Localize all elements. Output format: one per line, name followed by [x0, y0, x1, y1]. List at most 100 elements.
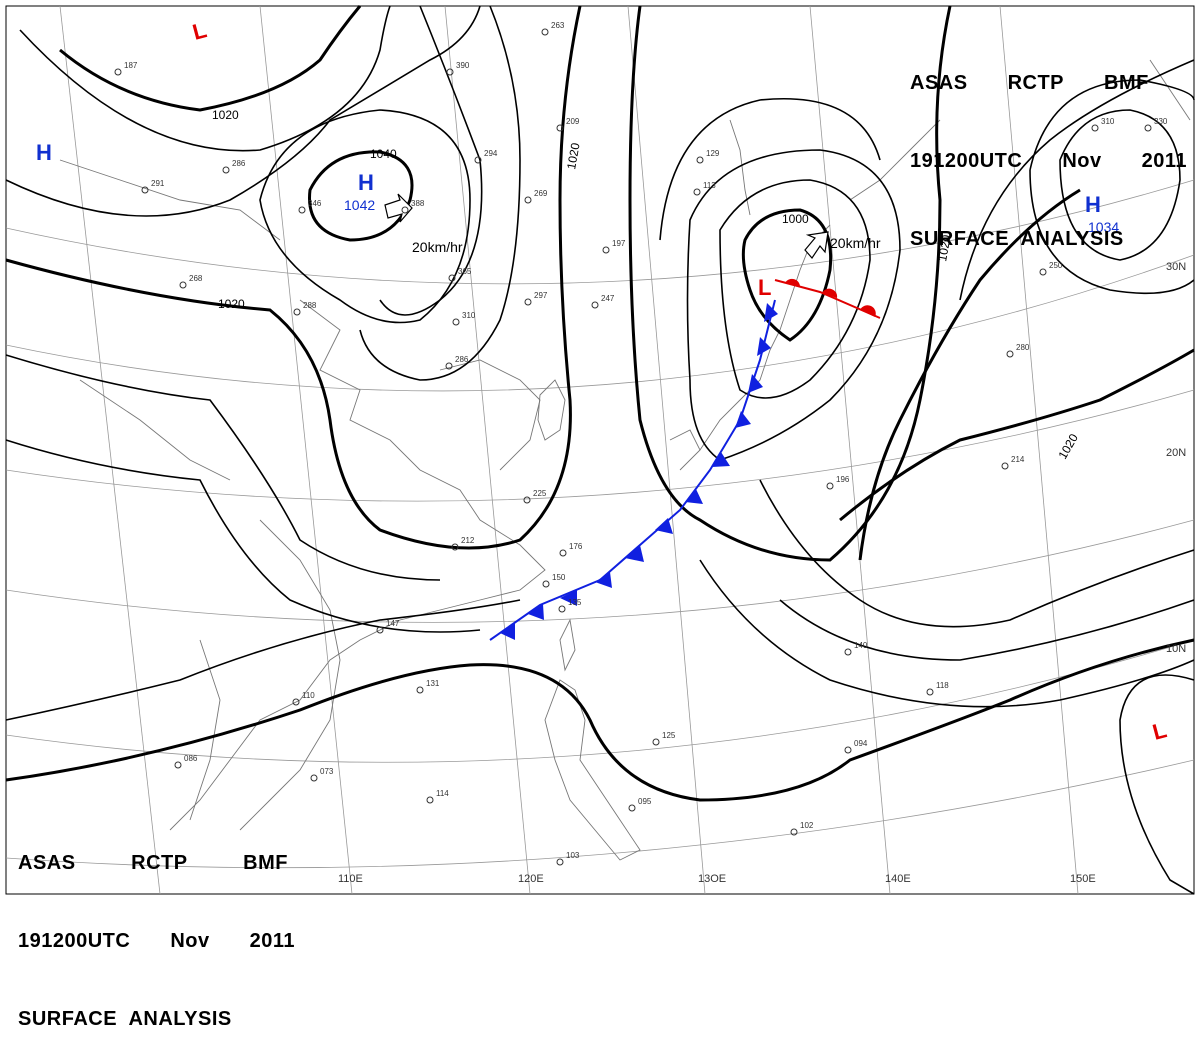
lon-label-110: 110E: [338, 873, 363, 885]
station-pressure: 197: [612, 239, 626, 248]
isobar-label-nw: 1020: [212, 108, 239, 122]
station-marker: [1001, 462, 1009, 470]
station-marker: [693, 188, 701, 196]
motion-arrow-low: [804, 231, 829, 259]
station-pressure: 094: [854, 739, 868, 748]
station-marker: [298, 206, 306, 214]
station-pressure: 291: [151, 179, 165, 188]
station-marker: [293, 308, 301, 316]
title-code: BMF: [243, 852, 288, 874]
station-marker: [292, 698, 300, 706]
station-marker: [542, 580, 550, 588]
station-marker: [790, 828, 798, 836]
high-value-1042: 1042: [344, 197, 375, 213]
station-pressure: 114: [436, 789, 449, 798]
station-marker: [451, 543, 459, 551]
station-pressure: 250: [1049, 261, 1063, 270]
title-month: Nov: [1062, 150, 1102, 172]
station-marker: [1039, 268, 1047, 276]
station-pressure: 388: [411, 199, 425, 208]
low-center-southeast: L: [1150, 717, 1169, 745]
station-pressure: 176: [569, 542, 583, 551]
station-pressure: 073: [320, 767, 334, 776]
station-pressure: 103: [566, 851, 580, 860]
high-center-1042: H: [358, 170, 374, 195]
lat-label-20: 20N: [1166, 447, 1186, 459]
station-marker: [556, 124, 564, 132]
lat-label-10: 10N: [1166, 643, 1186, 655]
isobar-label-low: 1000: [782, 212, 809, 226]
station-pressure: 113: [703, 181, 716, 190]
lat-label-30: 30N: [1166, 261, 1186, 273]
station-pressure: 346: [308, 199, 322, 208]
title-year: 2011: [249, 930, 296, 952]
lon-label-130: 13OE: [698, 873, 726, 885]
station-pressure: 187: [124, 61, 138, 70]
station-pressure: 286: [455, 355, 469, 364]
station-marker: [1091, 124, 1099, 132]
station-marker: [310, 774, 318, 782]
station-pressure: 330: [1154, 117, 1168, 126]
station-marker: [844, 746, 852, 754]
station-pressure: 269: [534, 189, 548, 198]
lon-label-140: 140E: [885, 873, 911, 885]
station-marker: [926, 688, 934, 696]
station-marker: [445, 362, 453, 370]
station-plots: 187 263 390 294 286 346 388 365 310 209 269 197 297 2…: [114, 21, 1168, 866]
station-marker: [141, 186, 149, 194]
high-value-1034: 1034: [1088, 219, 1119, 235]
station-pressure: 110: [302, 691, 315, 700]
station-pressure: 288: [303, 301, 317, 310]
pressure-systems: L H H 1042 L H 1034 L: [36, 17, 1169, 745]
station-pressure: 131: [426, 679, 440, 688]
station-pressure: 196: [836, 475, 850, 484]
station-pressure: 225: [533, 489, 547, 498]
title-year: 2011: [1141, 150, 1188, 172]
station-marker: [844, 648, 852, 656]
station-marker: [448, 274, 456, 282]
station-pressure: 310: [1101, 117, 1115, 126]
station-pressure: 297: [534, 291, 548, 300]
station-pressure: 118: [936, 681, 949, 690]
station-marker: [446, 68, 454, 76]
station-marker: [696, 156, 704, 164]
isobar-label-high: 1040: [370, 147, 397, 161]
station-pressure: 135: [568, 598, 582, 607]
station-marker: [558, 605, 566, 613]
coordinate-labels: 110E 120E 13OE 140E 150E 10N 20N 30N: [338, 261, 1186, 885]
station-pressure: 247: [601, 294, 615, 303]
title-time: 191200UTC: [910, 150, 1023, 172]
motion-arrow-high: [384, 193, 413, 223]
low-center-north: L: [190, 17, 209, 45]
title-month: Nov: [170, 930, 210, 952]
station-marker: [452, 318, 460, 326]
title-line-2: 191200UTC Nov 2011: [18, 928, 295, 954]
station-pressure: 286: [232, 159, 246, 168]
title-line-2: 191200UTC Nov 2011: [910, 148, 1187, 174]
station-marker: [591, 301, 599, 309]
station-marker: [1144, 124, 1152, 132]
station-pressure: 086: [184, 754, 198, 763]
station-pressure: 390: [456, 61, 470, 70]
warm-front-bumps: [785, 278, 876, 317]
station-marker: [179, 281, 187, 289]
title-code: BMF: [1104, 72, 1149, 94]
station-pressure: 095: [638, 797, 652, 806]
station-pressure: 294: [484, 149, 498, 158]
lon-label-150: 150E: [1070, 873, 1096, 885]
surface-analysis-map: 1020 1020 1040 1020 1000 1020 1020: [5, 5, 1195, 895]
station-marker: [628, 804, 636, 812]
isobar-label-w: 1020: [218, 297, 245, 311]
station-marker: [114, 68, 122, 76]
station-marker: [376, 626, 384, 634]
station-pressure: 365: [458, 267, 472, 276]
isobars: [5, 5, 1195, 895]
title-line-3: SURFACE ANALYSIS: [18, 1008, 232, 1030]
motion-speed-high: 20km/hr: [412, 239, 463, 255]
title-product: ASAS: [910, 72, 968, 94]
station-pressure: 102: [800, 821, 814, 830]
map-border: [5, 5, 1195, 895]
station-marker: [541, 28, 549, 36]
station-pressure: 129: [706, 149, 720, 158]
station-pressure: 140: [854, 641, 868, 650]
